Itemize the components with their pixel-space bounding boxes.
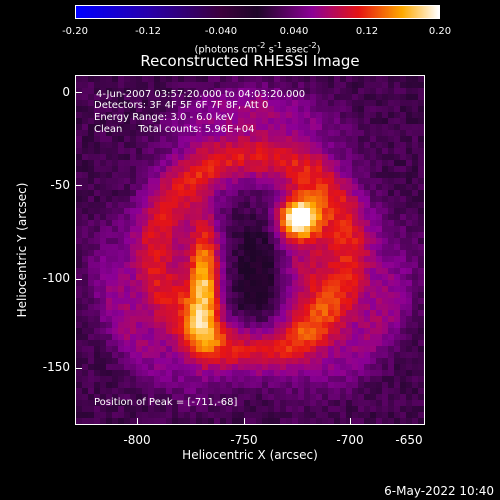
y-tickmark: [76, 368, 82, 369]
y-tick-label: 0: [62, 85, 70, 99]
y-tickmark: [76, 279, 82, 280]
colorbar-tick: 0.12: [355, 26, 379, 37]
y-tick-label: -150: [42, 360, 70, 374]
image-plot-area: 4-Jun-2007 03:57:20.000 to 04:03:20.000 …: [75, 75, 425, 425]
rhessi-heatmap: [76, 76, 424, 424]
timestamp: 6-May-2022 10:40: [384, 484, 494, 498]
time-range-text: 4-Jun-2007 03:57:20.000 to 04:03:20.000: [96, 89, 306, 100]
clean-counts-text: Clean Total counts: 5.96E+04: [94, 124, 255, 135]
colorbar-tick: -0.040: [204, 26, 238, 37]
colorbar-tick: 0.20: [428, 26, 452, 37]
x-axis-label: Heliocentric X (arcsec): [182, 448, 318, 462]
x-tickmark: [137, 418, 138, 424]
x-tickmark: [244, 418, 245, 424]
colorbar-tick: -0.20: [62, 26, 88, 37]
x-tick-label: -800: [123, 433, 151, 447]
x-tick-label: -750: [230, 433, 258, 447]
peak-position-text: Position of Peak = [-711,-68]: [94, 397, 238, 408]
y-tickmark: [76, 92, 82, 93]
colorbar-unit-label: (photons cm-2 s-1 asec-2): [194, 40, 321, 56]
colorbar: [75, 5, 440, 19]
x-tick-label: -700: [336, 433, 364, 447]
y-tick-label: -100: [42, 271, 70, 285]
energy-range-text: Energy Range: 3.0 - 6.0 keV: [94, 112, 234, 123]
detectors-text: Detectors: 3F 4F 5F 6F 7F 8F, Att 0: [94, 100, 269, 111]
colorbar-tick: -0.12: [135, 26, 161, 37]
y-tickmark: [76, 185, 82, 186]
x-tickmark: [350, 418, 351, 424]
y-tick-label: -50: [50, 178, 70, 192]
y-axis-label: Heliocentric Y (arcsec): [15, 182, 29, 318]
colorbar-tick: 0.040: [279, 26, 309, 37]
x-tick-label: -650: [395, 433, 423, 447]
image-title: Reconstructed RHESSI Image: [140, 52, 360, 70]
